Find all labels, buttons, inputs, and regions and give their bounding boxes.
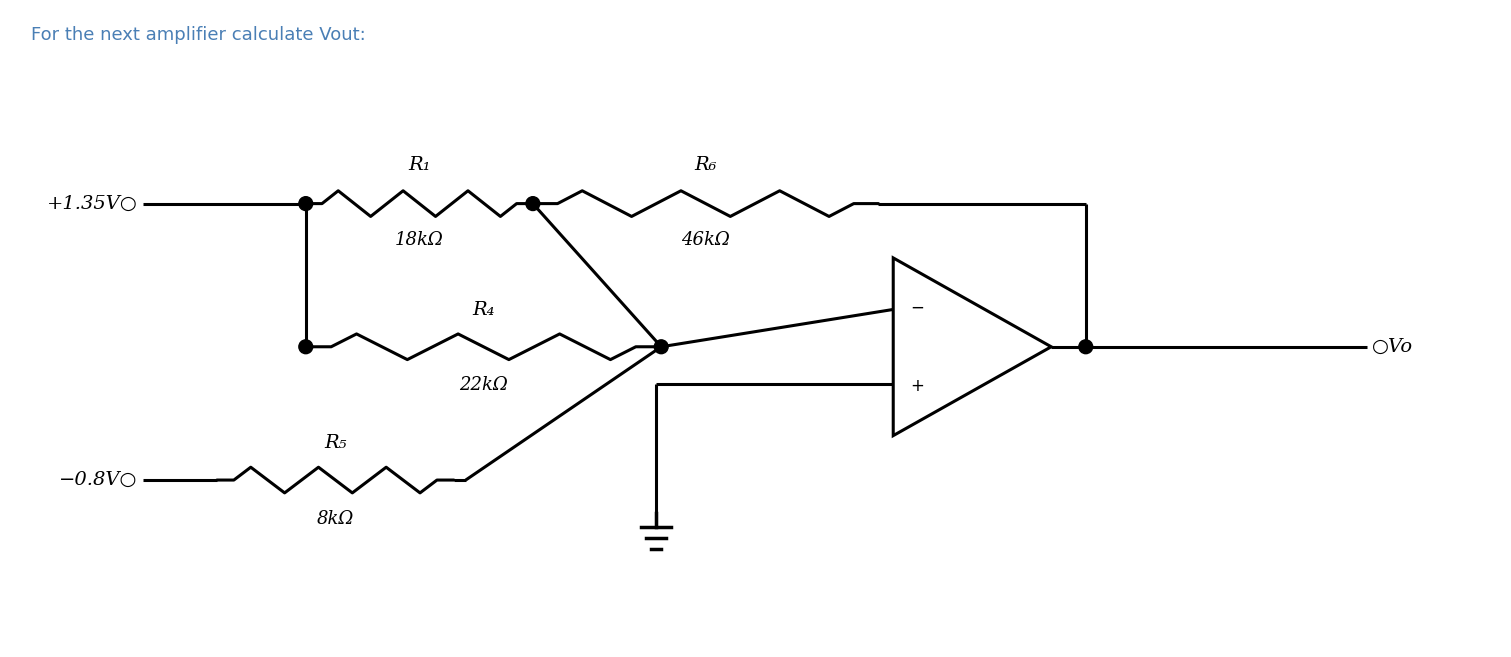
Text: ○Vo: ○Vo [1372, 338, 1413, 355]
Text: +1.35V○: +1.35V○ [47, 194, 138, 213]
Circle shape [654, 340, 668, 353]
Circle shape [299, 196, 313, 210]
Circle shape [299, 340, 313, 353]
Text: 8kΩ: 8kΩ [317, 510, 354, 528]
Text: −0.8V○: −0.8V○ [59, 471, 138, 489]
Circle shape [526, 196, 539, 210]
Text: R₆: R₆ [695, 156, 716, 174]
Text: R₅: R₅ [325, 434, 346, 453]
Text: For the next amplifier calculate Vout:: For the next amplifier calculate Vout: [32, 26, 366, 44]
Circle shape [1079, 340, 1092, 353]
Text: 22kΩ: 22kΩ [459, 376, 508, 394]
Text: 46kΩ: 46kΩ [681, 231, 730, 249]
Text: R₄: R₄ [473, 301, 494, 319]
Text: 18kΩ: 18kΩ [394, 231, 444, 249]
Text: +: + [910, 377, 923, 395]
Text: −: − [910, 298, 923, 317]
Text: R₁: R₁ [408, 156, 431, 174]
